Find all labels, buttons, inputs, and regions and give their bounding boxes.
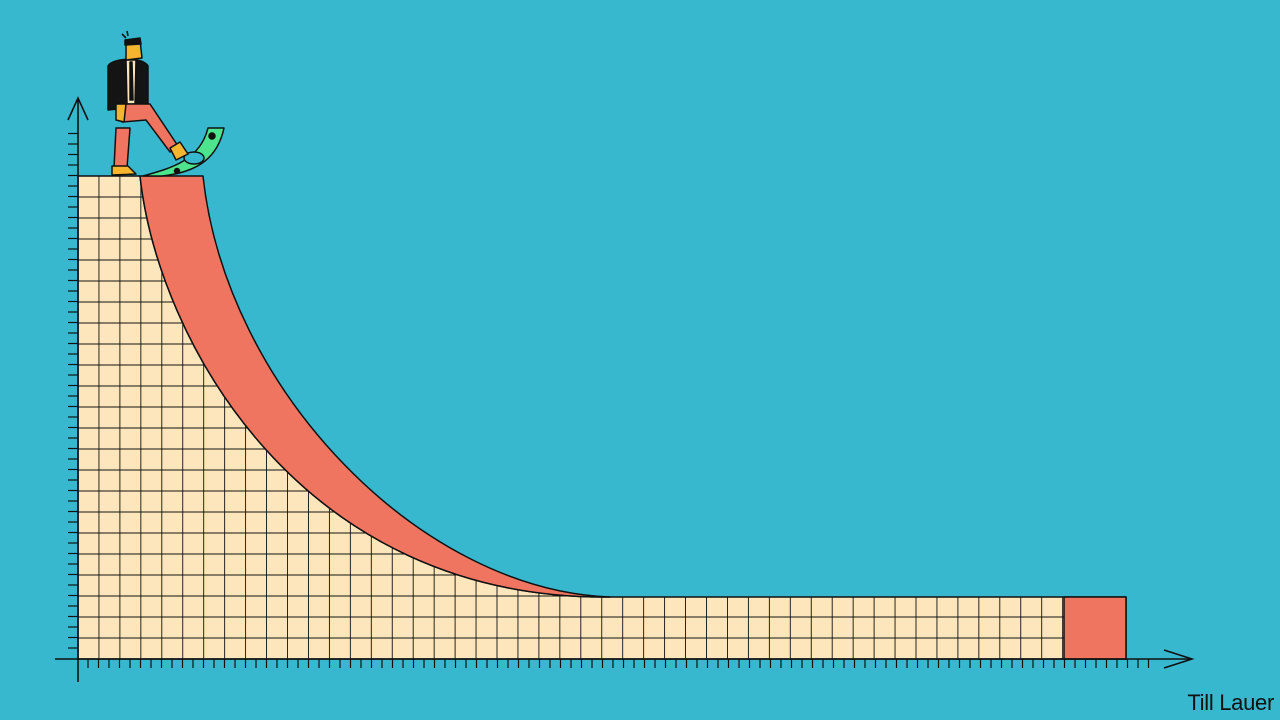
businessman-figure [107, 30, 189, 176]
hand [115, 103, 127, 123]
banknote-dot [208, 132, 216, 140]
banknote [142, 127, 225, 177]
hair [124, 37, 142, 46]
banknote-dot [173, 167, 181, 175]
red-square [1063, 596, 1127, 660]
back-shoe [111, 165, 137, 176]
back-leg [113, 127, 131, 169]
y-axis-arrow [67, 96, 89, 121]
artist-credit: Till Lauer [1187, 690, 1274, 715]
x-axis-arrow [1163, 649, 1195, 669]
banknote-oval [183, 151, 205, 165]
banknote-body [142, 127, 225, 177]
chart-axes [55, 96, 1195, 682]
red-curve-band [139, 175, 611, 598]
x-axis-ticks [87, 659, 1150, 668]
front-shoe [169, 141, 189, 161]
surprise-mark [126, 30, 129, 37]
tie [129, 61, 134, 101]
surprise-mark [121, 33, 127, 39]
y-axis-ticks [68, 132, 78, 649]
